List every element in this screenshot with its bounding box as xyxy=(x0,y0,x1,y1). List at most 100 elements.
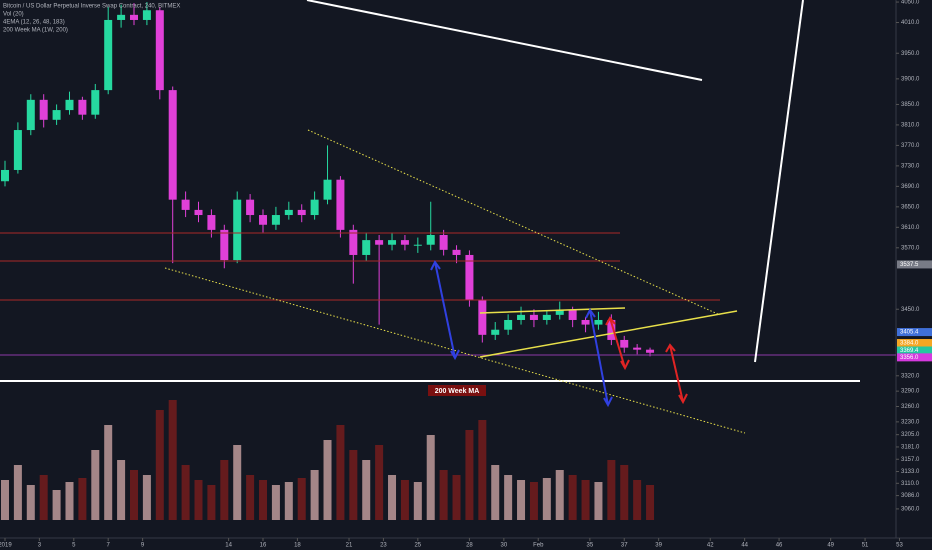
candle-body xyxy=(91,90,100,115)
volume-bar xyxy=(65,482,74,520)
volume-bar xyxy=(542,478,551,520)
volume-bar xyxy=(581,480,590,520)
candle-body xyxy=(478,300,487,335)
wedge-line xyxy=(479,310,738,358)
candle-body xyxy=(13,130,22,170)
candle-body xyxy=(117,14,126,20)
y-tick-label: 3260.0 xyxy=(901,404,920,410)
y-tick-label: 3086.0 xyxy=(901,493,920,499)
x-tick-label: 46 xyxy=(776,543,783,549)
candle-body xyxy=(26,99,35,131)
candle-body xyxy=(142,10,151,20)
y-tick-label: 3230.0 xyxy=(901,419,920,425)
candle-body xyxy=(633,347,642,350)
y-tick-label: 3133.0 xyxy=(901,469,920,475)
y-tick-label: 3850.0 xyxy=(901,102,920,108)
candle-body xyxy=(349,229,358,255)
volume-bar xyxy=(13,465,22,520)
x-tick-label: 7 xyxy=(107,543,111,549)
volume-bar xyxy=(452,475,461,520)
volume-bar xyxy=(117,460,126,520)
candle-body xyxy=(220,229,229,261)
price-label: 3537.5 xyxy=(900,262,919,268)
volume-bar xyxy=(375,445,384,520)
y-tick-label: 3690.0 xyxy=(901,184,920,190)
volume-bar xyxy=(220,460,229,520)
volume-bar xyxy=(517,480,526,520)
chart-title: Bitcoin / US Dollar Perpetual Inverse Sw… xyxy=(3,4,180,10)
red-arrows xyxy=(605,316,688,405)
candle-body xyxy=(452,249,461,255)
trend-line xyxy=(306,0,703,81)
volume-bar xyxy=(633,480,642,520)
candle-body xyxy=(155,10,164,91)
volume-bar xyxy=(39,475,48,520)
candle-body xyxy=(130,14,139,20)
candle-body xyxy=(246,199,255,216)
candle-body xyxy=(426,234,435,245)
x-tick-label: 16 xyxy=(260,543,267,549)
candle-body xyxy=(310,199,319,216)
x-tick-label: 42 xyxy=(707,543,714,549)
volume-bar xyxy=(349,450,358,520)
volume-bar xyxy=(233,445,242,520)
x-tick-label: 44 xyxy=(741,543,748,549)
candle-body xyxy=(78,99,87,115)
x-tick-label: 28 xyxy=(466,543,473,549)
volume-bar xyxy=(646,485,655,520)
y-tick-label: 3570.0 xyxy=(901,245,920,251)
candle-body xyxy=(529,314,538,320)
x-tick-label: 2019 xyxy=(0,543,12,549)
volume-bar xyxy=(207,485,216,520)
x-tick-label: 30 xyxy=(500,543,507,549)
y-tick-label: 3770.0 xyxy=(901,143,920,149)
candle-body xyxy=(555,309,564,315)
candle-body xyxy=(52,110,61,120)
volume-bar xyxy=(504,475,513,520)
x-tick-label: 21 xyxy=(346,543,353,549)
volume-bar xyxy=(388,475,397,520)
y-tick-label: 3157.0 xyxy=(901,457,920,463)
volume-bar xyxy=(130,470,139,520)
price-label: 3405.4 xyxy=(900,330,919,336)
candle-body xyxy=(400,240,409,245)
candle-body xyxy=(581,319,590,325)
y-tick-label: 3290.0 xyxy=(901,389,920,395)
volume-bar xyxy=(194,480,203,520)
y-tick-label: 3181.0 xyxy=(901,445,920,451)
trend-line xyxy=(754,0,804,363)
volume-bar xyxy=(297,478,306,520)
volume-bar xyxy=(491,465,500,520)
volume-bar xyxy=(529,482,538,520)
x-tick-label: 14 xyxy=(225,543,232,549)
x-tick-label: 25 xyxy=(414,543,421,549)
candle-body xyxy=(388,240,397,245)
candle-body xyxy=(491,329,500,335)
candle-body xyxy=(542,314,551,320)
volume-bar xyxy=(620,465,629,520)
candle-body xyxy=(104,19,113,91)
volume-bar xyxy=(181,465,190,520)
volume-bar xyxy=(478,420,487,520)
plot xyxy=(0,2,655,520)
x-tick-label: 51 xyxy=(862,543,869,549)
candle-body xyxy=(168,90,177,200)
x-tick-label: Feb xyxy=(533,543,544,549)
y-tick-label: 3110.0 xyxy=(901,481,920,487)
candle-body xyxy=(620,339,629,348)
candle-body xyxy=(259,215,268,225)
y-tick-label: 4010.0 xyxy=(901,20,920,26)
y-tick-label: 3610.0 xyxy=(901,225,920,231)
candle-body xyxy=(297,209,306,216)
volume-bar xyxy=(168,400,177,520)
x-tick-label: 35 xyxy=(586,543,593,549)
x-tick-label: 5 xyxy=(72,543,76,549)
candle-body xyxy=(323,179,332,200)
volume-bar xyxy=(0,480,9,520)
x-tick-label: 9 xyxy=(141,543,145,549)
candle-body xyxy=(181,199,190,210)
y-tick-label: 3950.0 xyxy=(901,51,920,57)
volume-bar xyxy=(155,410,164,520)
y-tick-label: 3650.0 xyxy=(901,204,920,210)
candle-body xyxy=(39,99,48,120)
